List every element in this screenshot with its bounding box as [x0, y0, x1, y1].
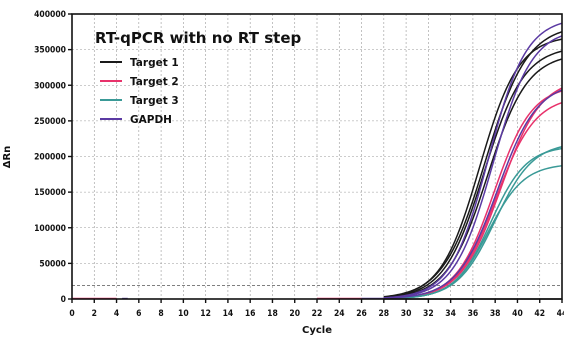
- x-tick-label: 16: [245, 309, 256, 319]
- x-tick-label: 34: [445, 309, 456, 319]
- curve-target-1: [383, 50, 563, 299]
- chart-title: RT-qPCR with no RT step: [95, 29, 302, 47]
- y-tick-label: 50000: [39, 259, 66, 269]
- x-tick-label: 0: [69, 309, 74, 319]
- y-tick-label: 100000: [34, 224, 66, 234]
- x-axis-label: Cycle: [302, 325, 332, 336]
- x-tick-label: 28: [378, 309, 389, 319]
- x-tick-label: 22: [312, 309, 323, 319]
- y-tick-label: 150000: [34, 188, 66, 198]
- x-tick-label: 40: [512, 309, 523, 319]
- x-tick-label: 2: [92, 309, 97, 319]
- x-tick-label: 4: [114, 309, 119, 319]
- x-tick-label: 24: [334, 309, 345, 319]
- x-tick-label: 8: [158, 309, 163, 319]
- y-tick-label: 200000: [34, 153, 66, 163]
- legend-label: GAPDH: [130, 114, 172, 126]
- grid: [71, 13, 563, 300]
- legend-label: Target 2: [130, 76, 179, 88]
- curve-gapdh: [383, 35, 563, 299]
- x-tick-label: 20: [289, 309, 300, 319]
- y-axis-label: ΔRn: [2, 146, 13, 169]
- x-tick-label: 36: [468, 309, 479, 319]
- x-tick-label: 30: [401, 309, 412, 319]
- x-tick-label: 6: [136, 309, 141, 319]
- y-tick-label: 250000: [34, 117, 66, 127]
- curve-gapdh: [383, 89, 563, 299]
- x-tick-label: 18: [267, 309, 278, 319]
- y-tick-label: 300000: [34, 81, 66, 91]
- x-tick-label: 12: [200, 309, 211, 319]
- x-axis-ticks: 0 2 4 6 8 10 12 14 16 18 20 22 24 26 28 30 32 34 36 38 40 42 4…: [69, 299, 564, 319]
- y-tick-label: 350000: [34, 46, 66, 56]
- x-tick-label: 44: [557, 309, 564, 319]
- amplification-curves: [72, 22, 563, 300]
- x-tick-label: 42: [534, 309, 545, 319]
- curve-target-3: [383, 145, 563, 300]
- curve-target-1: [383, 31, 563, 298]
- y-axis-ticks: 0 50000 100000 150000 200000 250000 300000 3500…: [34, 10, 72, 305]
- y-tick-label: 400000: [34, 10, 66, 20]
- x-tick-label: 32: [423, 309, 434, 319]
- x-tick-label: 14: [223, 309, 234, 319]
- y-tick-label: 0: [61, 295, 66, 305]
- x-tick-label: 38: [490, 309, 501, 319]
- x-tick-label: 26: [356, 309, 367, 319]
- x-tick-label: 10: [178, 309, 189, 319]
- legend: Target 1 Target 2 Target 3 GAPDH: [100, 57, 179, 126]
- legend-label: Target 3: [130, 95, 179, 107]
- legend-label: Target 1: [130, 57, 179, 69]
